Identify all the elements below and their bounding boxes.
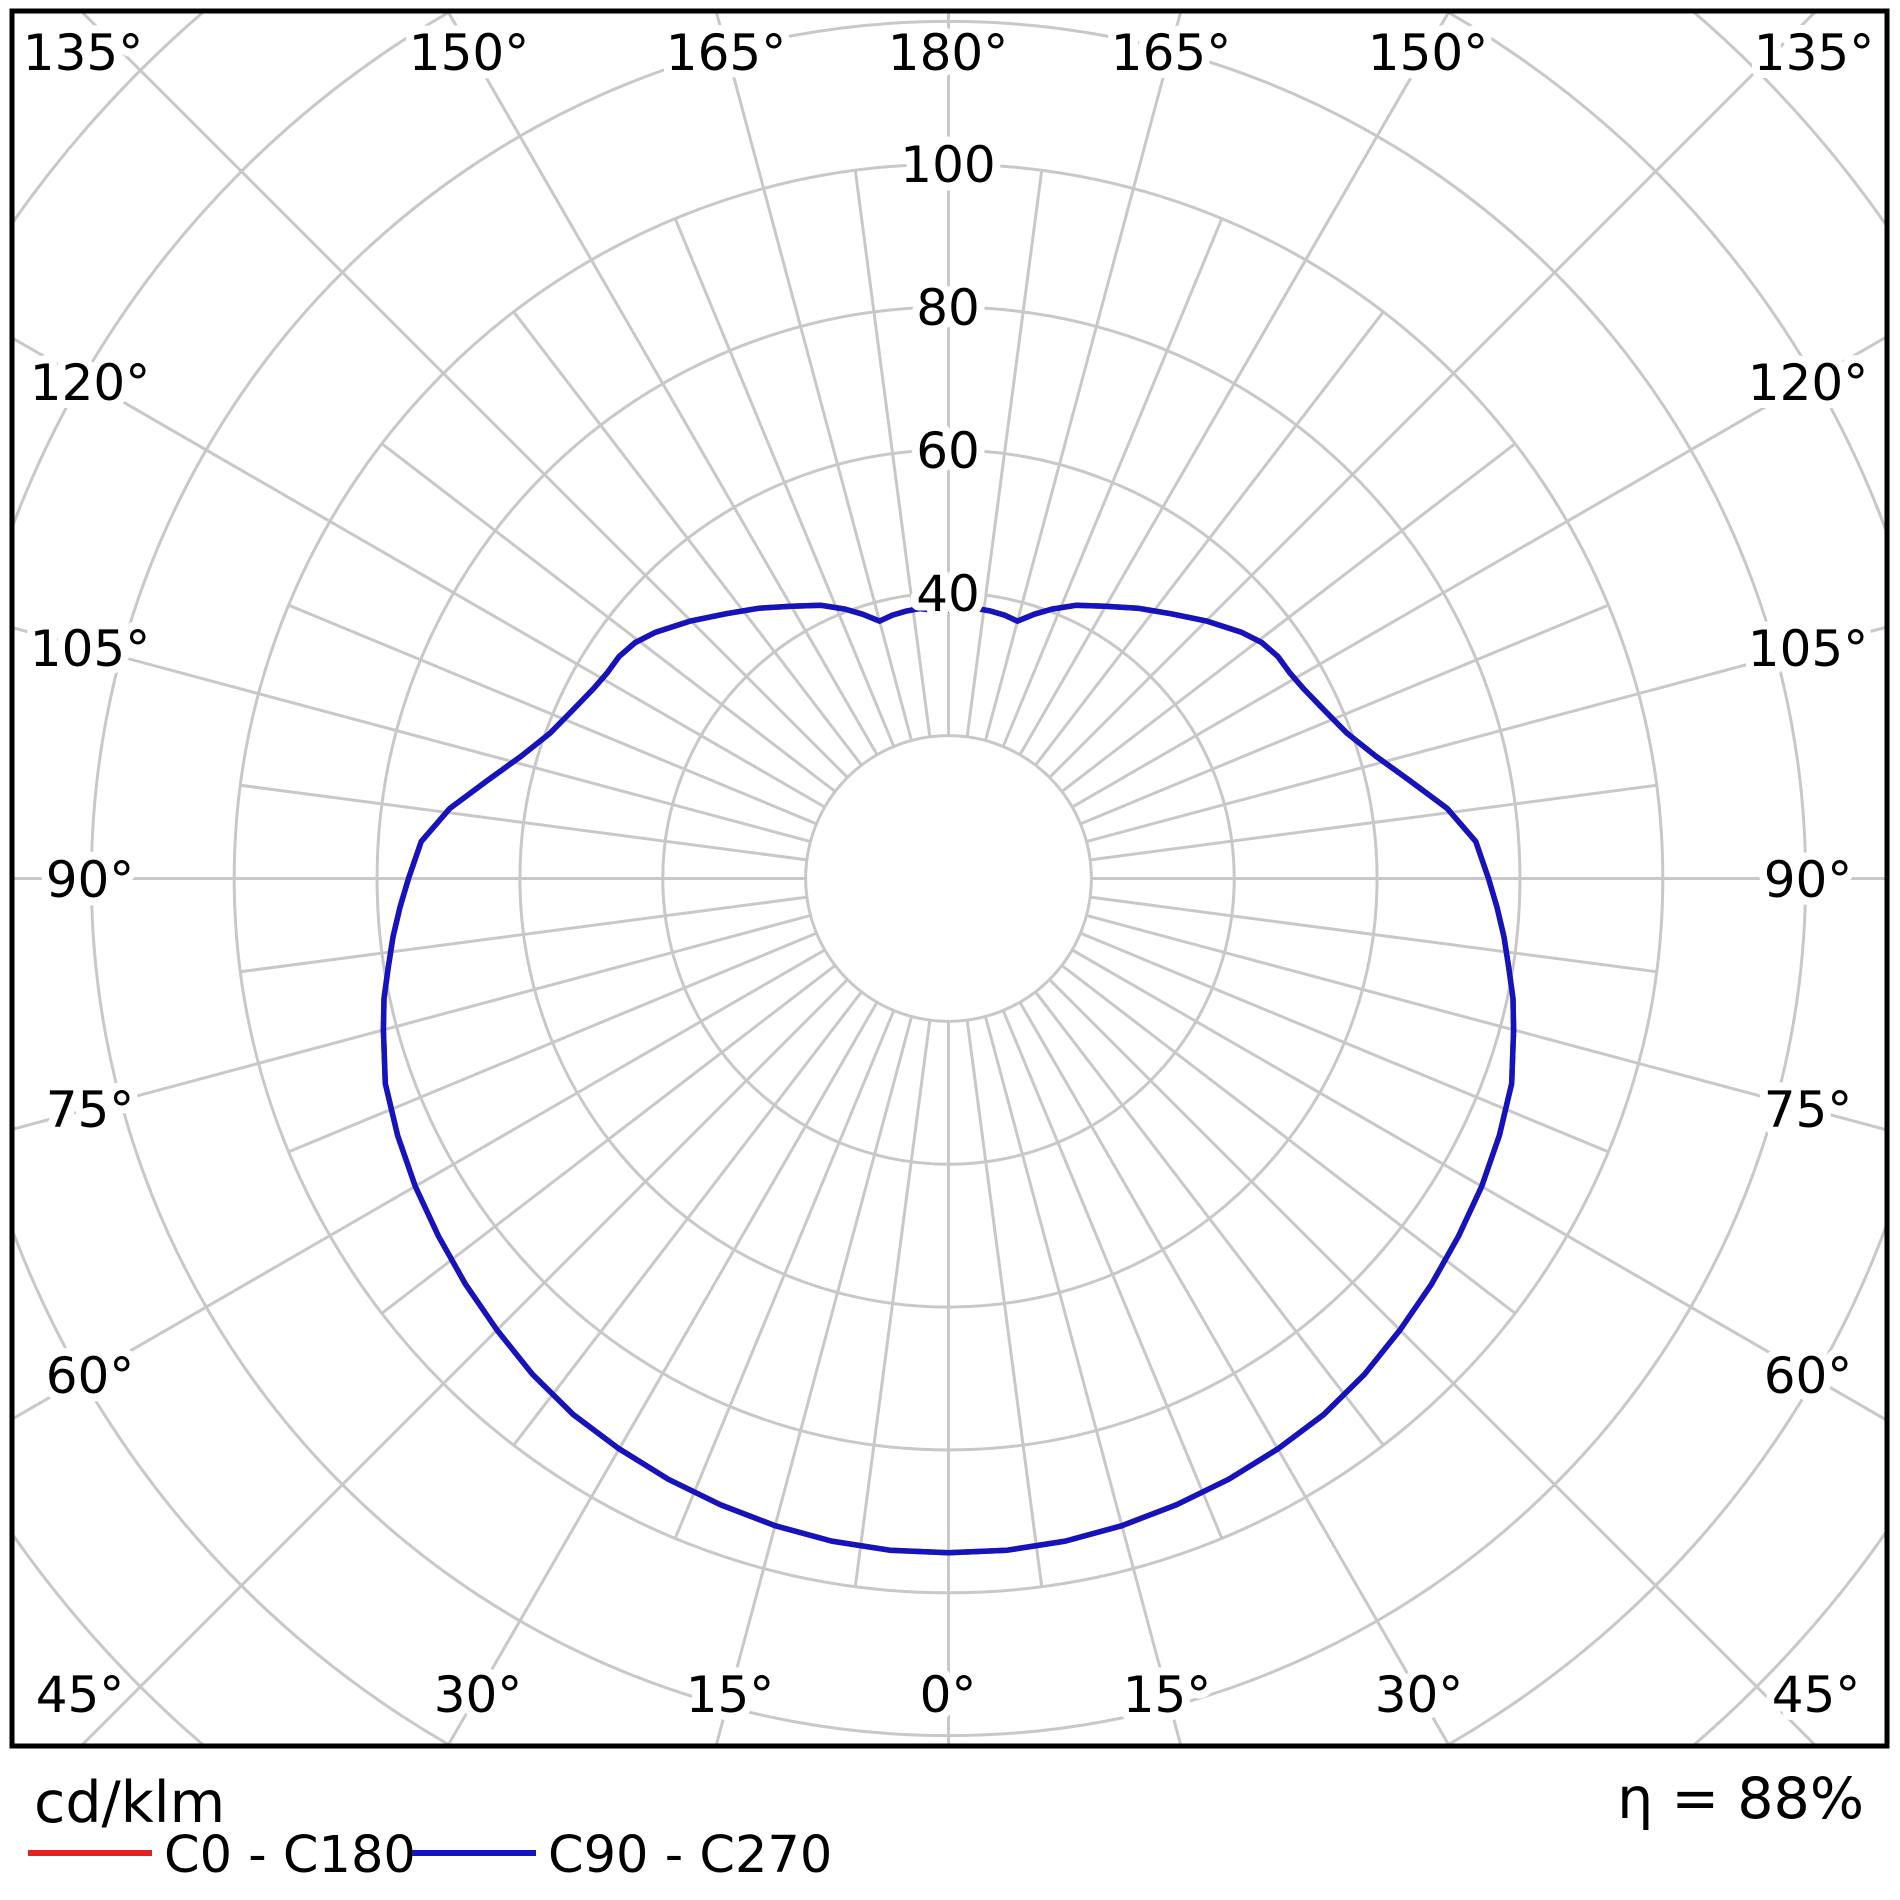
angle-label-90: 90°: [46, 851, 135, 909]
angle-gridline-minor: [287, 931, 818, 1154]
intensity-curves: [380, 602, 1517, 1556]
legend-label-c0-c180: C0 - C180: [164, 1826, 416, 1885]
angle-gridline-major: [12, 948, 826, 1421]
units-label: cd/klm: [34, 1770, 226, 1836]
c90-c270-line-swatch: [412, 1850, 536, 1856]
angle-label-135: 135°: [1754, 24, 1874, 82]
angle-gridline-minor: [673, 217, 896, 748]
angle-gridline-minor: [1089, 783, 1657, 862]
angle-gridline-major: [1018, 1001, 1452, 1746]
plot-border: [9, 8, 1890, 1749]
angle-gridline-major: [78, 978, 849, 1746]
angle-gridline-minor: [240, 895, 808, 974]
angle-gridline-major: [1048, 11, 1819, 779]
axis-labels: 135° 150° 165° 180° 165° 150° 135° 120° 105° 90° 7…: [15, 16, 1882, 1732]
angle-gridline-major: [1048, 978, 1819, 1746]
angle-label-150: 150°: [1368, 24, 1488, 82]
angle-gridline-minor: [380, 964, 837, 1315]
angle-gridline-minor: [853, 170, 932, 738]
angle-gridline-minor: [1089, 895, 1657, 974]
c0-c180-line-swatch: [28, 1850, 152, 1856]
angle-gridline-major: [1086, 914, 1887, 1132]
radial-tick-label-60: 60: [916, 422, 980, 480]
angle-gridline-minor: [1001, 217, 1224, 748]
angle-label-135: 135°: [23, 24, 143, 82]
angle-label-60: 60°: [46, 1347, 135, 1405]
angle-gridline-major: [1018, 11, 1452, 756]
angle-label-165: 165°: [666, 24, 786, 82]
angle-label-15: 15°: [686, 1666, 775, 1724]
angle-gridline-minor: [512, 310, 863, 767]
angle-label-15: 15°: [1123, 1666, 1212, 1724]
angle-label-60: 60°: [1764, 1347, 1853, 1405]
radial-tick-label-100: 100: [900, 136, 995, 194]
angle-gridline-minor: [1034, 310, 1385, 767]
intensity-curve-c90-c270: [380, 602, 1517, 1556]
angle-label-0: 0°: [920, 1666, 977, 1724]
angle-gridline-minor: [853, 1019, 932, 1587]
angle-label-75: 75°: [1764, 1081, 1853, 1139]
angle-label-120: 120°: [1748, 354, 1868, 412]
angle-gridline-major: [12, 914, 811, 1131]
angle-gridline-major: [714, 1016, 913, 1746]
angle-label-90: 90°: [1764, 851, 1853, 909]
angle-gridline-major: [984, 1016, 1183, 1746]
angle-gridline-minor: [287, 603, 818, 826]
angle-gridline-major: [984, 11, 1183, 741]
angle-gridline-minor: [1034, 990, 1385, 1447]
angle-gridline-minor: [965, 170, 1044, 738]
angle-gridline-major: [12, 626, 811, 843]
efficiency-label: η = 88%: [1617, 1766, 1864, 1832]
angle-gridline-minor: [1079, 603, 1610, 826]
angle-gridline-minor: [673, 1009, 896, 1540]
angle-gridline-major: [1071, 334, 1887, 809]
angle-gridline-minor: [380, 442, 837, 793]
angle-label-75: 75°: [46, 1081, 135, 1139]
angle-label-45: 45°: [36, 1666, 125, 1724]
radial-tick-label-80: 80: [916, 279, 980, 337]
angle-gridline-minor: [1079, 931, 1610, 1154]
angle-label-105: 105°: [1748, 620, 1868, 678]
angle-gridline-major: [78, 11, 849, 779]
legend-label-c90-c270: C90 - C270: [548, 1826, 833, 1885]
angle-label-30: 30°: [434, 1666, 523, 1724]
radial-gridline-circle-20: [804, 734, 1093, 1023]
angle-label-105: 105°: [30, 620, 150, 678]
angle-gridline-major: [1086, 625, 1887, 843]
angle-gridline-minor: [965, 1019, 1044, 1587]
angle-gridline-major: [1071, 948, 1887, 1423]
angle-label-165: 165°: [1111, 24, 1231, 82]
angle-label-150: 150°: [409, 24, 529, 82]
angle-gridline-minor: [512, 990, 863, 1447]
angle-gridline-major: [445, 1001, 879, 1746]
angle-gridline-major: [714, 11, 913, 741]
angle-gridline-minor: [240, 783, 808, 862]
angle-gridline-minor: [1060, 964, 1517, 1315]
angle-label-30: 30°: [1375, 1666, 1464, 1724]
angle-gridline-major: [445, 11, 879, 756]
angle-label-45: 45°: [1772, 1666, 1861, 1724]
radial-tick-label-40: 40: [916, 565, 980, 623]
angle-gridline-major: [12, 336, 826, 809]
angle-gridline-minor: [1060, 442, 1517, 793]
angle-label-120: 120°: [30, 354, 150, 412]
angle-gridline-minor: [1001, 1009, 1224, 1540]
angle-label-180: 180°: [888, 24, 1008, 82]
